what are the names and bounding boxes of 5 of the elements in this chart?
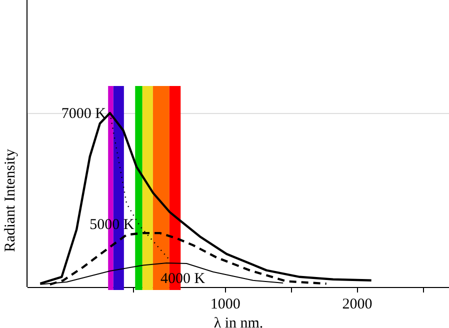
y-axis-title: Radiant Intensity: [2, 148, 18, 252]
x-tick-label: 1000: [210, 296, 240, 312]
series-label: 7000 K: [61, 106, 106, 122]
x-axis-title: λ in nm.: [214, 316, 264, 328]
x-tick-label: 2000: [342, 296, 372, 312]
